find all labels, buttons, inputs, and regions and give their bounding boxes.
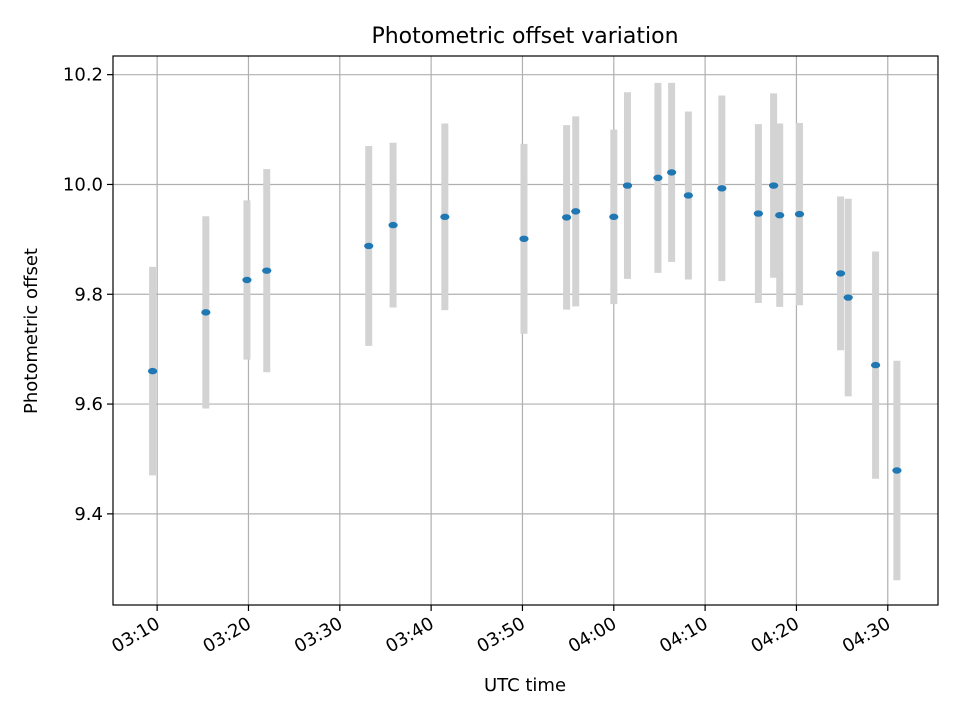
data-point [201,309,211,316]
data-point [794,210,805,218]
y-tick-label: 10.2 [63,65,103,86]
chart-title: Photometric offset variation [371,24,678,49]
data-point [388,221,398,229]
data-point [622,182,633,189]
y-axis-label: Photometric offset [21,248,42,414]
data-point [667,169,677,176]
data-point [440,213,450,221]
data-point [870,361,881,369]
data-point [364,242,374,250]
data-point [769,182,779,189]
y-tick-label: 9.4 [74,504,103,525]
data-point [775,212,785,219]
data-point [561,214,572,221]
data-point [683,192,693,199]
data-point [753,210,763,217]
data-point [147,367,158,375]
y-tick-label: 10.0 [63,174,103,195]
y-tick-label: 9.6 [74,394,103,415]
y-tick-label: 9.8 [74,284,103,305]
plot-frame [112,55,939,606]
data-point [571,208,581,215]
x-axis-label: UTC time [484,675,566,696]
data-point [717,185,727,192]
data-point [835,270,846,277]
data-point [609,213,619,221]
data-point [892,467,902,474]
data-point [262,267,272,274]
data-point [843,294,853,301]
data-points [147,169,902,474]
data-point [242,276,252,284]
data-point [653,174,663,182]
data-point [519,235,529,243]
